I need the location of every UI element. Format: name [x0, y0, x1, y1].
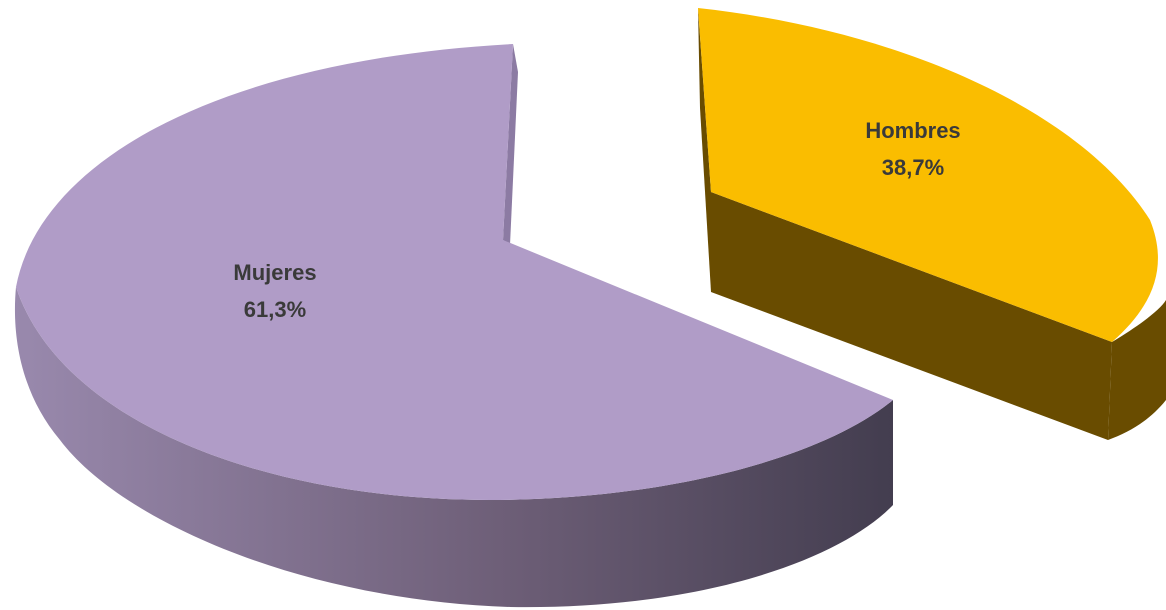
slice-label-percent: 61,3% — [244, 297, 306, 322]
slice-mujeres-top — [16, 44, 893, 500]
slice-hombres: Hombres 38,7% — [698, 8, 1166, 440]
slice-hombres-inner-edge — [698, 8, 711, 292]
slice-hombres-top — [698, 8, 1158, 342]
slice-mujeres-side — [14, 287, 893, 608]
slice-label-name: Hombres — [865, 118, 960, 143]
slice-mujeres: Mujeres 61,3% — [14, 44, 893, 608]
slice-hombres-side-right — [1108, 300, 1166, 440]
slice-label-percent: 38,7% — [882, 155, 944, 180]
slice-mujeres-inner-edge — [503, 44, 518, 245]
slice-hombres-side-front — [711, 192, 1112, 440]
slice-label-name: Mujeres — [233, 260, 316, 285]
